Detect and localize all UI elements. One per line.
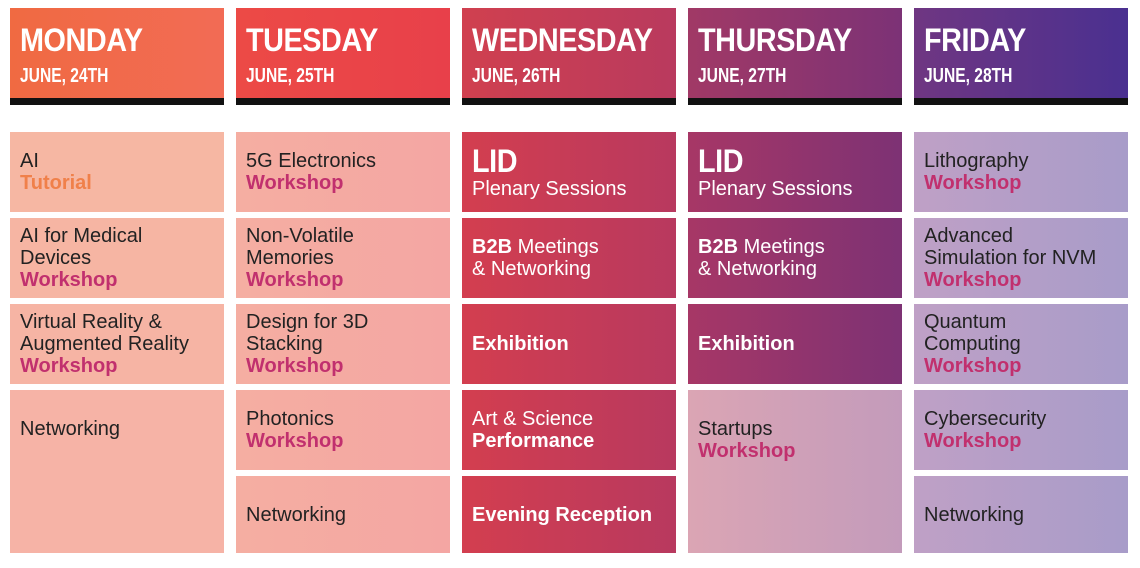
session-title-line1: B2B Meetings bbox=[472, 236, 676, 258]
column-monday: MONDAY JUNE, 24TH AI Tutorial AI for Med… bbox=[10, 8, 224, 553]
session-title-line1: Non-Volatile bbox=[246, 225, 354, 247]
b2b-bold: B2B bbox=[472, 236, 513, 258]
session-title: Networking bbox=[246, 503, 347, 526]
session-type: Workshop bbox=[924, 269, 1022, 291]
session-ai-medical: AI for Medical Devices Workshop bbox=[10, 218, 224, 298]
session-title: Lithography bbox=[924, 150, 1029, 172]
session-type: Workshop bbox=[20, 269, 118, 291]
session-ai-tutorial: AI Tutorial bbox=[10, 132, 224, 212]
day-date: JUNE, 24TH bbox=[20, 65, 109, 87]
column-thursday: THURSDAY JUNE, 27TH LID Plenary Sessions… bbox=[688, 8, 902, 553]
b2b-rest: Meetings bbox=[512, 236, 599, 258]
session-b2b: B2B Meetings & Networking bbox=[688, 218, 902, 298]
day-name: WEDNESDAY bbox=[472, 22, 653, 58]
column-wednesday: WEDNESDAY JUNE, 26TH LID Plenary Session… bbox=[462, 8, 676, 553]
day-name: FRIDAY bbox=[924, 22, 1026, 58]
session-title-line2: Augmented Reality bbox=[20, 333, 189, 355]
session-title-big: LID bbox=[472, 143, 518, 179]
session-exhibition: Exhibition bbox=[688, 304, 902, 384]
session-type: Workshop bbox=[20, 355, 118, 377]
session-type: Workshop bbox=[924, 430, 1022, 452]
session-type: Workshop bbox=[924, 172, 1022, 194]
day-date: JUNE, 26TH bbox=[472, 65, 561, 87]
day-name: TUESDAY bbox=[246, 22, 378, 58]
column-tuesday: TUESDAY JUNE, 25TH 5G Electronics Worksh… bbox=[236, 8, 450, 553]
session-photonics: Photonics Workshop bbox=[236, 390, 450, 470]
session-title: Startups bbox=[698, 418, 773, 440]
session-title-line1: B2B Meetings bbox=[698, 236, 902, 258]
session-title-line1: Design for 3D bbox=[246, 311, 369, 333]
header-tuesday: TUESDAY JUNE, 25TH bbox=[236, 8, 450, 105]
header-wednesday: WEDNESDAY JUNE, 26TH bbox=[462, 8, 676, 105]
session-quantum: Quantum Computing Workshop bbox=[914, 304, 1128, 384]
session-title: Cybersecurity bbox=[924, 408, 1047, 430]
header-monday: MONDAY JUNE, 24TH bbox=[10, 8, 224, 105]
session-advanced-simulation: Advanced Simulation for NVM Workshop bbox=[914, 218, 1128, 298]
session-lithography: Lithography Workshop bbox=[914, 132, 1128, 212]
session-subtitle: Plenary Sessions bbox=[698, 178, 853, 200]
day-date: JUNE, 28TH bbox=[924, 65, 1013, 87]
session-type: Workshop bbox=[246, 355, 344, 377]
session-type: Workshop bbox=[698, 440, 796, 462]
session-networking: Networking bbox=[10, 390, 224, 553]
session-title: Photonics bbox=[246, 408, 334, 430]
session-3d-stacking: Design for 3D Stacking Workshop bbox=[236, 304, 450, 384]
session-startups: Startups Workshop bbox=[688, 390, 902, 553]
session-type: Workshop bbox=[246, 172, 344, 194]
session-lid-plenary: LID Plenary Sessions bbox=[462, 132, 676, 212]
session-title: Evening Reception bbox=[472, 503, 653, 526]
session-vr-ar: Virtual Reality & Augmented Reality Work… bbox=[10, 304, 224, 384]
session-b2b: B2B Meetings & Networking bbox=[462, 218, 676, 298]
session-title-line2: Memories bbox=[246, 247, 334, 269]
column-friday: FRIDAY JUNE, 28TH Lithography Workshop A… bbox=[914, 8, 1128, 553]
session-title-line1: Advanced bbox=[924, 225, 1013, 247]
b2b-bold: B2B bbox=[698, 236, 739, 258]
session-type: Workshop bbox=[246, 430, 344, 452]
header-friday: FRIDAY JUNE, 28TH bbox=[914, 8, 1128, 105]
b2b-rest: Meetings bbox=[738, 236, 825, 258]
day-name: MONDAY bbox=[20, 22, 143, 58]
day-date: JUNE, 25TH bbox=[246, 65, 335, 87]
day-name: THURSDAY bbox=[698, 22, 852, 58]
session-title-line2: Computing bbox=[924, 333, 1021, 355]
session-title-line2: Performance bbox=[472, 430, 595, 452]
session-networking: Networking bbox=[236, 476, 450, 553]
session-lid-plenary: LID Plenary Sessions bbox=[688, 132, 902, 212]
session-title-line1: Virtual Reality & bbox=[20, 311, 162, 333]
session-type: Workshop bbox=[246, 269, 344, 291]
session-title-line2: & Networking bbox=[472, 258, 591, 280]
session-title-line1: AI for Medical bbox=[20, 225, 143, 247]
session-title-line1: Art & Science bbox=[472, 408, 594, 430]
session-non-volatile: Non-Volatile Memories Workshop bbox=[236, 218, 450, 298]
session-type: Tutorial bbox=[20, 172, 92, 194]
session-cybersecurity: Cybersecurity Workshop bbox=[914, 390, 1128, 470]
session-art-science: Art & Science Performance bbox=[462, 390, 676, 470]
session-title: 5G Electronics bbox=[246, 150, 377, 172]
session-title: Exhibition bbox=[698, 333, 795, 355]
session-title-big: LID bbox=[698, 143, 744, 179]
session-subtitle: Plenary Sessions bbox=[472, 178, 627, 200]
session-evening-reception: Evening Reception bbox=[462, 476, 676, 553]
session-networking: Networking bbox=[914, 476, 1128, 553]
day-date: JUNE, 27TH bbox=[698, 65, 787, 87]
session-title: Networking bbox=[924, 503, 1025, 526]
session-title-line2: Stacking bbox=[246, 333, 323, 355]
session-title: AI bbox=[20, 150, 39, 172]
session-5g-electronics: 5G Electronics Workshop bbox=[236, 132, 450, 212]
session-title: Networking bbox=[20, 418, 121, 440]
session-type: Workshop bbox=[924, 355, 1022, 377]
session-title-line1: Quantum bbox=[924, 311, 1007, 333]
session-title: Exhibition bbox=[472, 333, 569, 355]
session-title-line2: Simulation for NVM bbox=[924, 247, 1097, 269]
header-thursday: THURSDAY JUNE, 27TH bbox=[688, 8, 902, 105]
session-exhibition: Exhibition bbox=[462, 304, 676, 384]
session-title-line2: Devices bbox=[20, 247, 92, 269]
session-title-line2: & Networking bbox=[698, 258, 817, 280]
